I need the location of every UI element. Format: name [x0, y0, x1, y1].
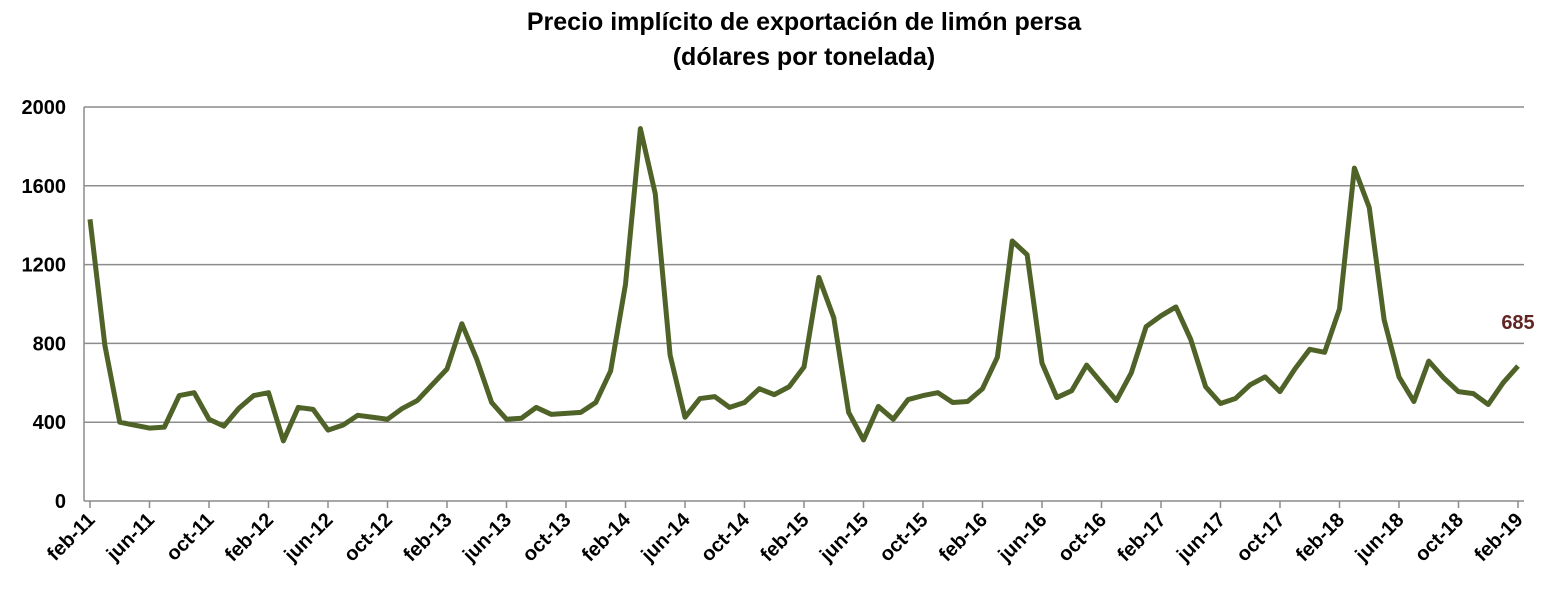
x-tick-label: oct-13 — [518, 509, 575, 566]
chart-subtitle: (dólares por tonelada) — [673, 43, 936, 71]
x-tick-label: feb-11 — [43, 509, 99, 565]
x-tick-label: feb-19 — [1470, 509, 1527, 566]
line — [87, 126, 1520, 444]
x-tick-label: jun-15 — [815, 509, 873, 567]
x-tick-label: jun-17 — [1172, 509, 1230, 567]
x-tick-label: jun-13 — [458, 509, 516, 567]
chart-title: Precio implícito de exportación de limón… — [527, 8, 1082, 36]
y-tick-label: 800 — [33, 333, 66, 355]
x-tick-label: feb-12 — [221, 509, 278, 566]
x-tick-label: jun-11 — [102, 509, 159, 566]
x-tick-label: jun-14 — [637, 508, 696, 567]
x-tick-label: feb-16 — [935, 509, 992, 566]
x-tick-label: oct-15 — [875, 509, 932, 566]
data-label: 685 — [1501, 312, 1534, 334]
y-tick-label: 0 — [55, 491, 66, 513]
x-tick-label: oct-18 — [1411, 509, 1468, 566]
y-tick-label: 1600 — [22, 176, 67, 198]
x-tick-label: oct-16 — [1054, 509, 1111, 566]
x-tick-label: feb-18 — [1292, 509, 1349, 566]
y-tick-label: 1200 — [22, 255, 67, 277]
x-tick-label: jun-16 — [994, 509, 1052, 567]
x-tick-label: feb-13 — [399, 509, 456, 566]
y-tick-label: 400 — [33, 412, 66, 434]
x-tick-label: feb-14 — [578, 508, 636, 566]
x-tick-label: feb-15 — [756, 509, 813, 566]
x-tick-label: jun-18 — [1351, 509, 1409, 567]
x-tick-label: jun-12 — [280, 509, 338, 567]
x-tick-label: oct-11 — [162, 509, 218, 565]
x-tick-label: feb-17 — [1113, 509, 1170, 566]
y-tick-label: 2000 — [22, 97, 67, 119]
x-tick-label: oct-14 — [697, 508, 755, 566]
x-tick-label: oct-17 — [1232, 509, 1289, 566]
x-tick-label: oct-12 — [340, 509, 397, 566]
